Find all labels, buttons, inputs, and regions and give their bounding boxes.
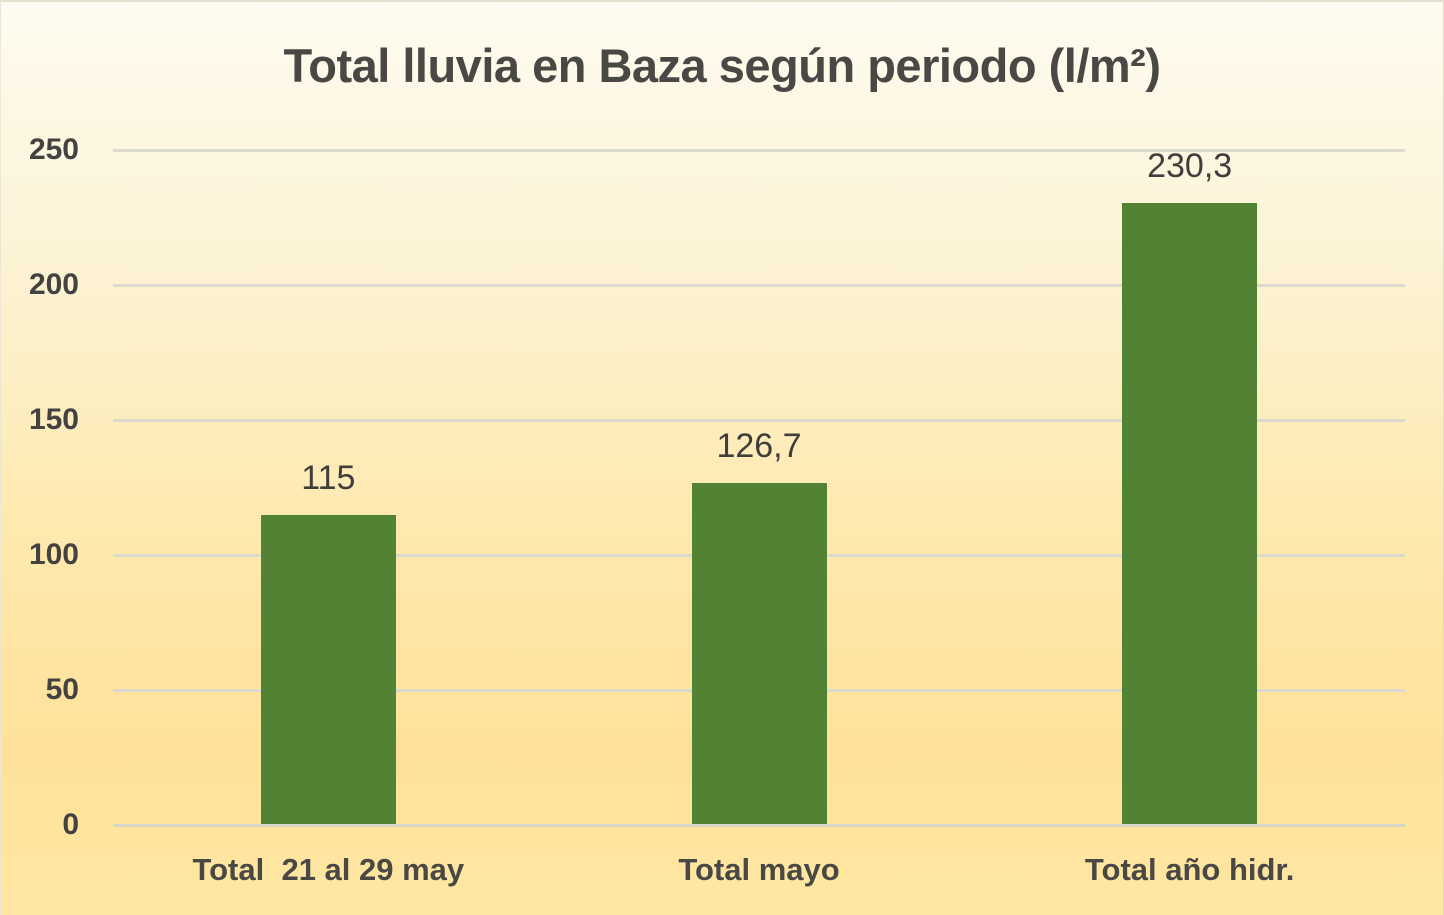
gridline (113, 283, 1405, 287)
chart-title: Total lluvia en Baza según periodo (l/m²… (283, 39, 1161, 92)
x-axis-line (113, 823, 1405, 827)
category-label: Total año hidr. (1084, 852, 1295, 887)
y-tick-label: 150 (28, 403, 79, 436)
y-tick-label: 200 (28, 268, 79, 301)
y-tick-label: 50 (45, 673, 79, 706)
category-label: Total mayo (678, 852, 840, 887)
category-label: Total 21 al 29 may (192, 852, 465, 887)
bar-value-label: 126,7 (716, 426, 802, 465)
gridline (113, 148, 1405, 152)
bar-value-label: 115 (301, 458, 356, 497)
y-tick-label: 100 (28, 538, 79, 571)
y-tick-label: 250 (28, 133, 79, 166)
bar-value-label: 230,3 (1147, 147, 1233, 186)
y-tick-label: 0 (62, 808, 79, 841)
gridline (113, 418, 1405, 422)
bar (1122, 203, 1258, 825)
bar (260, 514, 396, 825)
bar (691, 482, 827, 825)
